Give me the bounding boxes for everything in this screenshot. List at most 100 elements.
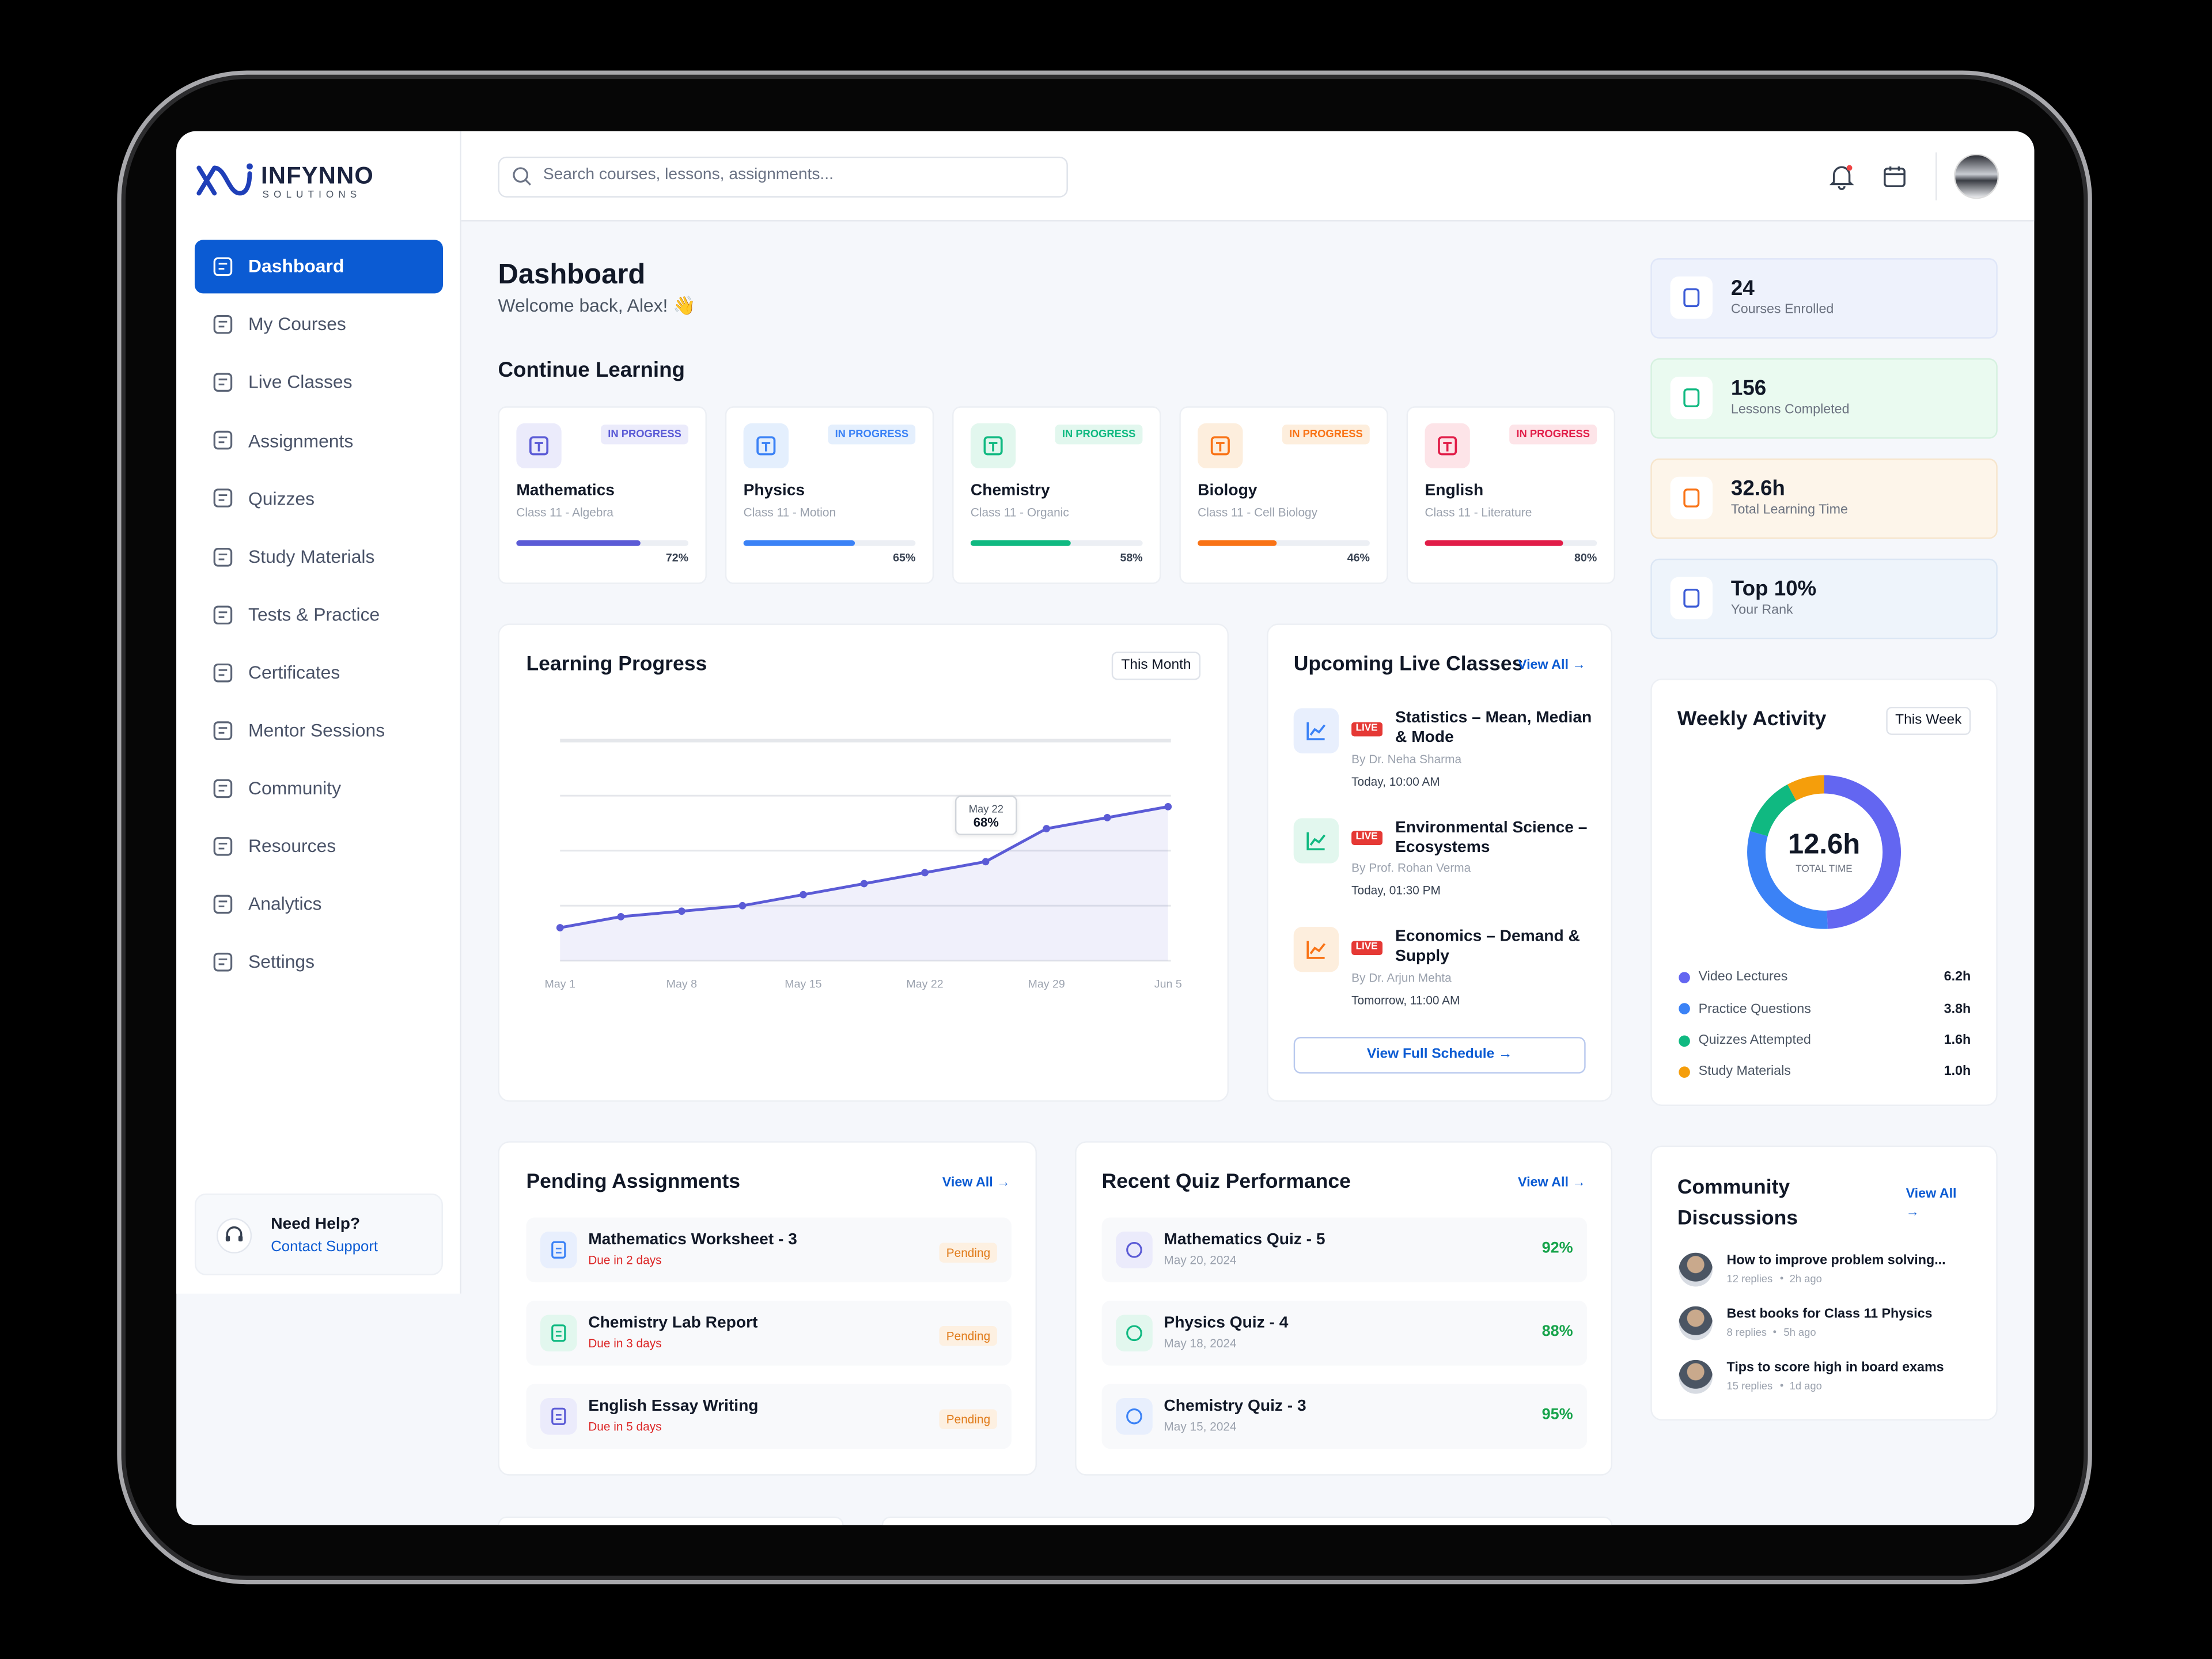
section-title: Continue Learning bbox=[498, 358, 685, 382]
sidebar bbox=[176, 131, 461, 1294]
avatar[interactable] bbox=[1953, 153, 1999, 199]
progress-fill bbox=[516, 540, 641, 546]
quiz-row[interactable] bbox=[1101, 1300, 1588, 1366]
legend-value: 6.2h bbox=[1944, 969, 1971, 986]
assignment-title: Mathematics Worksheet - 3 bbox=[588, 1232, 797, 1249]
row-icon bbox=[1116, 1315, 1153, 1352]
stat-value: 156 bbox=[1730, 376, 1767, 401]
donut-total: 12.6h bbox=[1787, 830, 1861, 861]
class-title: Economics – Demand & Supply bbox=[1395, 928, 1580, 965]
filter-button[interactable] bbox=[1886, 706, 1971, 735]
course-name: Biology bbox=[1198, 482, 1257, 500]
brand-name: INFYNNO bbox=[261, 162, 374, 189]
nav-item[interactable]: Quizzes bbox=[248, 487, 315, 509]
nav-item[interactable]: Community bbox=[248, 777, 342, 799]
nav-item[interactable]: Tests & Practice bbox=[248, 603, 380, 625]
course-glyph bbox=[1210, 436, 1230, 456]
search-box[interactable] bbox=[498, 156, 1068, 198]
stat-value: Top 10% bbox=[1730, 577, 1817, 601]
filter-button[interactable] bbox=[1111, 652, 1201, 680]
row-glyph bbox=[1126, 1241, 1142, 1258]
x-tick-label: May 29 bbox=[1028, 978, 1065, 991]
course-glyph bbox=[529, 436, 549, 456]
course-detail: Class 11 - Organic bbox=[970, 505, 1069, 519]
legend-dot bbox=[1679, 972, 1690, 983]
assignment-row[interactable] bbox=[526, 1217, 1012, 1283]
progress-label: 80% bbox=[1574, 552, 1597, 565]
nav-item[interactable]: My Courses bbox=[248, 313, 346, 335]
help-link[interactable]: Contact Support bbox=[271, 1238, 378, 1255]
page-subtitle: Welcome back, Alex! 👋 bbox=[498, 295, 696, 317]
view-all[interactable]: View All → bbox=[1906, 1186, 1957, 1221]
replies: 15 replies bbox=[1726, 1378, 1773, 1392]
nav-item[interactable]: Study Materials bbox=[248, 545, 375, 567]
logo-mark bbox=[196, 163, 253, 196]
teacher: By Prof. Rohan Verma bbox=[1351, 861, 1471, 876]
nav-item[interactable]: Resources bbox=[248, 835, 336, 857]
separator-dot bbox=[1779, 1277, 1783, 1280]
calendar-icon bbox=[1884, 166, 1906, 187]
time-ago: 2h ago bbox=[1789, 1271, 1822, 1285]
progress-fill bbox=[743, 540, 855, 546]
discussion-title[interactable]: Best books for Class 11 Physics bbox=[1726, 1306, 1933, 1323]
quiz-score: 88% bbox=[1541, 1324, 1573, 1341]
status-badge: Pending bbox=[939, 1409, 998, 1429]
nav-icon bbox=[213, 431, 233, 450]
legend-value: 3.8h bbox=[1944, 1001, 1971, 1017]
quiz-score: 92% bbox=[1541, 1240, 1573, 1257]
user-avatar bbox=[1679, 1359, 1713, 1394]
status-badge: Pending bbox=[939, 1243, 998, 1263]
button-label: View Full Schedule → bbox=[1366, 1047, 1513, 1063]
course-glyph bbox=[756, 436, 776, 456]
donut-label: TOTAL TIME bbox=[1796, 864, 1853, 874]
page-title: Dashboard bbox=[498, 259, 646, 291]
view-all[interactable]: View All → bbox=[942, 1175, 1010, 1191]
discussion-title[interactable]: Tips to score high in board exams bbox=[1726, 1360, 1944, 1376]
discussion-title[interactable]: How to improve problem solving... bbox=[1726, 1253, 1946, 1269]
nav-icon bbox=[213, 373, 233, 392]
help-box bbox=[194, 1193, 443, 1275]
progress-label: 72% bbox=[665, 552, 689, 565]
nav-item[interactable]: Analytics bbox=[248, 893, 322, 915]
nav-item[interactable]: Live Classes bbox=[248, 372, 353, 393]
nav-icon bbox=[213, 779, 233, 798]
status-badge: IN PROGRESS bbox=[1282, 425, 1370, 445]
stat-icon bbox=[1670, 476, 1713, 520]
view-all[interactable]: View All → bbox=[1517, 657, 1586, 673]
search-placeholder: Search courses, lessons, assignments... bbox=[543, 166, 834, 184]
quiz-date: May 18, 2024 bbox=[1164, 1335, 1237, 1350]
stat-glyph bbox=[1683, 488, 1700, 507]
live-badge: LIVE bbox=[1351, 940, 1382, 955]
assignment-row[interactable] bbox=[526, 1384, 1012, 1449]
class-glyph bbox=[1306, 941, 1326, 959]
nav-item[interactable]: Assignments bbox=[248, 429, 354, 451]
tooltip-date: May 22 bbox=[968, 802, 1003, 815]
time-ago: 5h ago bbox=[1783, 1325, 1816, 1338]
chart-title: Learning Progress bbox=[526, 653, 707, 676]
quiz-row[interactable] bbox=[1101, 1217, 1588, 1283]
view-all[interactable]: View All → bbox=[1517, 1175, 1586, 1191]
quiz-row[interactable] bbox=[1101, 1384, 1588, 1449]
separator-dot bbox=[1774, 1330, 1777, 1334]
nav-item[interactable]: Certificates bbox=[248, 661, 340, 683]
course-detail: Class 11 - Algebra bbox=[516, 505, 613, 519]
status-badge: IN PROGRESS bbox=[828, 425, 916, 445]
nav-icon bbox=[213, 721, 233, 740]
filter-label: This Month bbox=[1121, 657, 1191, 673]
status-badge: IN PROGRESS bbox=[1055, 425, 1143, 445]
nav-icon bbox=[213, 257, 233, 276]
nav-item[interactable]: Mentor Sessions bbox=[248, 719, 385, 741]
schedule-button[interactable] bbox=[1293, 1037, 1586, 1074]
stat-icon bbox=[1670, 376, 1713, 419]
card-title: Community Discussions bbox=[1677, 1176, 1798, 1230]
legend-label: Study Materials bbox=[1698, 1063, 1791, 1080]
course-glyph bbox=[1438, 436, 1457, 456]
row-icon bbox=[1116, 1231, 1153, 1268]
progress-fill bbox=[1425, 540, 1563, 546]
nav-item[interactable]: Settings bbox=[248, 951, 315, 973]
assignment-row[interactable] bbox=[526, 1300, 1012, 1366]
status-badge: IN PROGRESS bbox=[1509, 425, 1597, 445]
live-badge: LIVE bbox=[1351, 831, 1382, 846]
nav-item[interactable]: Dashboard bbox=[248, 255, 344, 277]
